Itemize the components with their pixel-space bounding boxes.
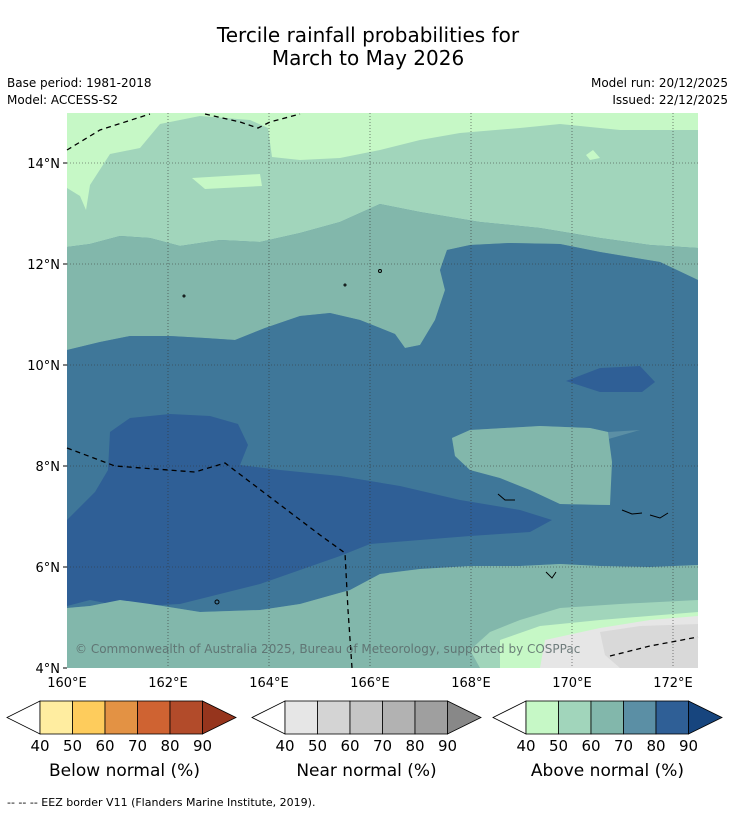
lat-labels: 4°N 6°N 8°N 10°N 12°N 14°N: [27, 157, 60, 677]
below-cbar-segment: [202, 700, 237, 735]
lat-tick-label: 14°N: [27, 157, 60, 172]
eez-borders: [66, 113, 699, 669]
map-title-line2: March to May 2026: [271, 46, 465, 70]
model-run: Model run: 20/12/2025: [590, 76, 728, 90]
zone-above-50-north: [67, 113, 698, 248]
near-cbar-segment: [447, 700, 482, 735]
below-cbar-tick: 70: [128, 737, 147, 755]
below-cbar-tick: 60: [95, 737, 114, 755]
base-period: Base period: 1981-2018: [7, 76, 152, 90]
near-cbar-tick: 70: [373, 737, 392, 755]
above-cbar-min-arrow: [492, 700, 527, 735]
zone-above-80-west: [67, 414, 552, 606]
lat-tick-label: 10°N: [27, 359, 60, 374]
lon-tick-label: 162°E: [148, 676, 188, 691]
above-normal-label: Above normal (%): [530, 761, 685, 781]
below-cbar-tick: 50: [63, 737, 82, 755]
colour-bars: 40 50 60 70 80 90 40 50 60 70 80 90 40 50 60 70 80 90: [6, 700, 723, 755]
above-cbar-tick: 90: [679, 737, 698, 755]
below-cbar-segment: [169, 700, 203, 735]
lon-labels: 160°E 162°E 164°E 166°E 168°E 170°E 172°…: [47, 676, 693, 691]
lon-tick-label: 172°E: [653, 676, 693, 691]
near-cbar-tick: 90: [438, 737, 457, 755]
near-normal-label: Near normal (%): [296, 761, 437, 781]
graticule: [67, 113, 698, 668]
near-cbar-tick: 40: [275, 737, 294, 755]
above-cbar-segment: [525, 700, 559, 735]
rainfall-probability-map: © Commonwealth of Australia 2025, Bureau…: [6, 113, 723, 755]
above-cbar-tick: 60: [581, 737, 600, 755]
lat-tick-label: 4°N: [36, 662, 61, 677]
below-normal-label: Below normal (%): [49, 761, 200, 781]
near-cbar-segment: [382, 700, 416, 735]
below-cbar-min-arrow: [6, 700, 41, 735]
zone-above-80-east: [566, 366, 655, 392]
lat-tick-label: 8°N: [36, 460, 61, 475]
lon-tick-label: 170°E: [552, 676, 592, 691]
above-cbar-segment: [590, 700, 624, 735]
below-cbar-segment: [39, 700, 73, 735]
near-cbar-min-arrow: [251, 700, 286, 735]
lat-tick-label: 6°N: [36, 561, 61, 576]
issued-date: Issued: 22/12/2025: [612, 93, 728, 107]
zone-above-40-islet: [586, 150, 600, 160]
near-cbar-segment: [414, 700, 448, 735]
axis-ticks: [63, 162, 67, 669]
above-cbar-segment: [558, 700, 592, 735]
map-title-line1: Tercile rainfall probabilities for: [216, 23, 520, 47]
below-cbar-tick: 80: [160, 737, 179, 755]
model-name: Model: ACCESS-S2: [7, 93, 119, 107]
zone-above-40-patch: [192, 174, 262, 189]
above-cbar-tick: 50: [549, 737, 568, 755]
zone-above-60: [67, 204, 698, 350]
lon-tick-label: 164°E: [249, 676, 289, 691]
lat-tick-label: 12°N: [27, 258, 60, 273]
near-cbar-segment: [284, 700, 318, 735]
near-cbar-tick: 60: [340, 737, 359, 755]
near-cbar-tick: 80: [405, 737, 424, 755]
copyright-notice: © Commonwealth of Australia 2025, Bureau…: [75, 642, 580, 656]
above-cbar-segment: [655, 700, 689, 735]
eez-footnote: -- -- -- EEZ border V11 (Flanders Marine…: [7, 796, 316, 809]
below-cbar-tick: 90: [193, 737, 212, 755]
above-cbar-tick: 40: [516, 737, 535, 755]
below-cbar-segment: [72, 700, 106, 735]
zone-above-40-north: [67, 113, 698, 210]
below-cbar-segment: [104, 700, 138, 735]
above-cbar-segment: [623, 700, 657, 735]
near-cbar-tick: 50: [308, 737, 327, 755]
lon-tick-label: 168°E: [451, 676, 491, 691]
islands: [182, 269, 669, 605]
lon-tick-label: 160°E: [47, 676, 87, 691]
above-cbar-tick: 70: [614, 737, 633, 755]
below-cbar-tick: 40: [30, 737, 49, 755]
near-cbar-segment: [317, 700, 351, 735]
near-cbar-segment: [349, 700, 383, 735]
above-cbar-segment: [688, 700, 723, 735]
lon-tick-label: 166°E: [350, 676, 390, 691]
below-cbar-segment: [137, 700, 171, 735]
above-cbar-tick: 80: [646, 737, 665, 755]
